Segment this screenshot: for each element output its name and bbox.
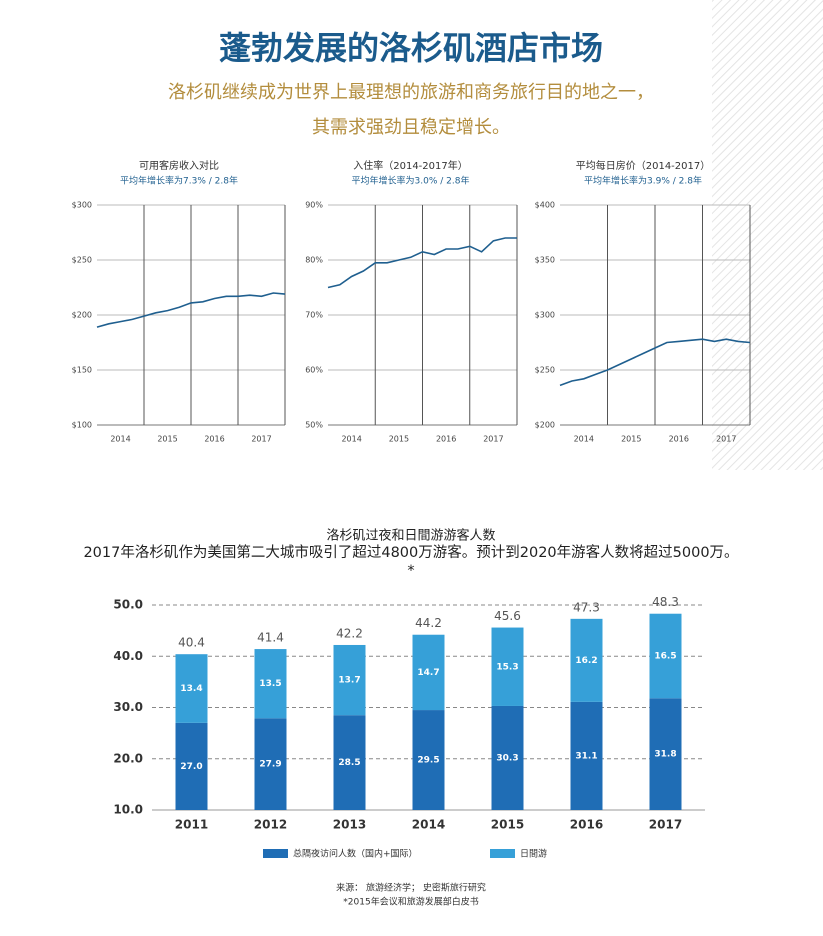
x-tick-label: 2017 [716, 435, 736, 444]
bar-value-label: 13.5 [259, 679, 281, 689]
bar-value-label: 14.7 [417, 668, 439, 678]
x-tick-label: 2015 [621, 435, 641, 444]
x-tick-label: 2017 [483, 435, 503, 444]
x-tick-label: 2015 [157, 435, 177, 444]
bar-total-label: 40.4 [178, 636, 205, 650]
chart-subtitle: 平均年增长率为3.0% / 2.8年 [352, 175, 470, 187]
x-tick-label: 2016 [669, 435, 689, 444]
page-subtitle: 洛杉矶继续成为世界上最理想的旅游和商务旅行目的地之一， [168, 82, 654, 103]
y-tick-label: 50.0 [113, 598, 143, 612]
bar-value-label: 27.0 [180, 762, 202, 772]
bar-segment [254, 718, 287, 810]
y-tick-label: 40.0 [113, 649, 143, 663]
x-tick-label: 2011 [175, 818, 208, 832]
bar-value-label: 28.5 [338, 758, 360, 768]
bar-value-label: 30.3 [496, 753, 518, 763]
bar-value-label: 16.5 [654, 651, 676, 661]
y-tick-label: $100 [72, 421, 92, 430]
x-tick-label: 2012 [254, 818, 287, 832]
x-tick-label: 2014 [574, 435, 594, 444]
bar-value-label: 27.9 [259, 760, 281, 770]
bar-segment [570, 618, 603, 702]
bar-segment [491, 627, 524, 706]
hatch-decoration [712, 0, 823, 470]
bar-segment [254, 649, 287, 719]
y-tick-label: $250 [72, 256, 92, 265]
y-tick-label: 50% [305, 421, 323, 430]
source-note: 来源： 旅游经济学； 史密斯旅行研究 [336, 882, 486, 894]
bar-segment [412, 634, 445, 711]
bar-segment [175, 722, 208, 810]
page-subtitle: 其需求强劲且稳定增长。 [312, 117, 510, 138]
bar-value-label: 16.2 [575, 656, 597, 666]
chart-subtitle: 平均年增长率为3.9% / 2.8年 [584, 175, 702, 187]
line-series [96, 292, 286, 328]
bar-segment [491, 705, 524, 810]
y-tick-label: 60% [305, 366, 323, 375]
source-note: *2015年会议和旅游发展部白皮书 [343, 896, 478, 908]
y-tick-label: $150 [72, 366, 92, 375]
y-tick-label: 10.0 [113, 803, 143, 817]
chart-subtitle: 2017年洛杉矶作为美国第二大城市吸引了超过4800万游客。预计到2020年游客… [83, 545, 739, 579]
y-tick-label: $350 [535, 256, 555, 265]
chart-title: 平均每日房价（2014-2017） [576, 159, 711, 172]
line-series [327, 237, 517, 289]
legend-swatch [490, 849, 515, 858]
bar-value-label: 13.4 [180, 684, 202, 694]
y-tick-label: $200 [72, 311, 92, 320]
x-tick-label: 2016 [570, 818, 603, 832]
y-tick-label: 80% [305, 256, 323, 265]
y-tick-label: 70% [305, 311, 323, 320]
bar-total-label: 47.3 [573, 600, 600, 614]
y-tick-label: $300 [535, 311, 555, 320]
x-tick-label: 2016 [436, 435, 456, 444]
y-tick-label: $200 [535, 421, 555, 430]
bar-total-label: 48.3 [652, 595, 679, 609]
bar-value-label: 13.7 [338, 676, 360, 686]
bar-value-label: 15.3 [496, 662, 518, 672]
x-tick-label: 2017 [251, 435, 271, 444]
legend-label: 总隔夜访问人数（国内+国际） [293, 848, 418, 860]
y-tick-label: $250 [535, 366, 555, 375]
bar-value-label: 31.1 [575, 751, 597, 761]
bar-segment [175, 654, 208, 723]
bar-segment [333, 644, 366, 716]
bar-value-label: 31.8 [654, 750, 676, 760]
x-tick-label: 2013 [333, 818, 366, 832]
y-tick-label: 90% [305, 201, 323, 210]
chart-subtitle: 平均年增长率为7.3% / 2.8年 [120, 175, 238, 187]
bar-segment [649, 698, 682, 810]
chart-title: 可用客房收入对比 [139, 159, 219, 172]
x-tick-label: 2015 [389, 435, 409, 444]
bar-segment [649, 613, 682, 699]
x-tick-label: 2016 [204, 435, 224, 444]
y-tick-label: $400 [535, 201, 555, 210]
bar-total-label: 42.2 [336, 626, 363, 640]
legend-swatch [263, 849, 288, 858]
chart-title: 洛杉矶过夜和日間游游客人数 [326, 528, 495, 544]
bar-total-label: 45.6 [494, 609, 521, 623]
y-tick-label: 20.0 [113, 751, 143, 765]
bar-total-label: 41.4 [257, 631, 284, 645]
bar-total-label: 44.2 [415, 616, 442, 630]
chart-title: 入住率（2014-2017年） [353, 159, 468, 172]
y-tick-label: 30.0 [113, 700, 143, 714]
x-tick-label: 2014 [110, 435, 130, 444]
chart-subtitle-box: 2017年洛杉矶作为美国第二大城市吸引了超过4800万游客。预计到2020年游客… [83, 545, 739, 579]
y-tick-label: $300 [72, 201, 92, 210]
page-title: 蓬勃发展的洛杉矶酒店市场 [219, 29, 603, 67]
x-tick-label: 2017 [649, 818, 682, 832]
x-tick-label: 2014 [412, 818, 445, 832]
x-tick-label: 2014 [341, 435, 361, 444]
bar-segment [333, 715, 366, 810]
legend-label: 日間游 [520, 848, 547, 860]
bar-value-label: 29.5 [417, 756, 439, 766]
line-series [559, 338, 751, 387]
x-tick-label: 2015 [491, 818, 524, 832]
bar-segment [412, 710, 445, 810]
bar-segment [570, 701, 603, 810]
